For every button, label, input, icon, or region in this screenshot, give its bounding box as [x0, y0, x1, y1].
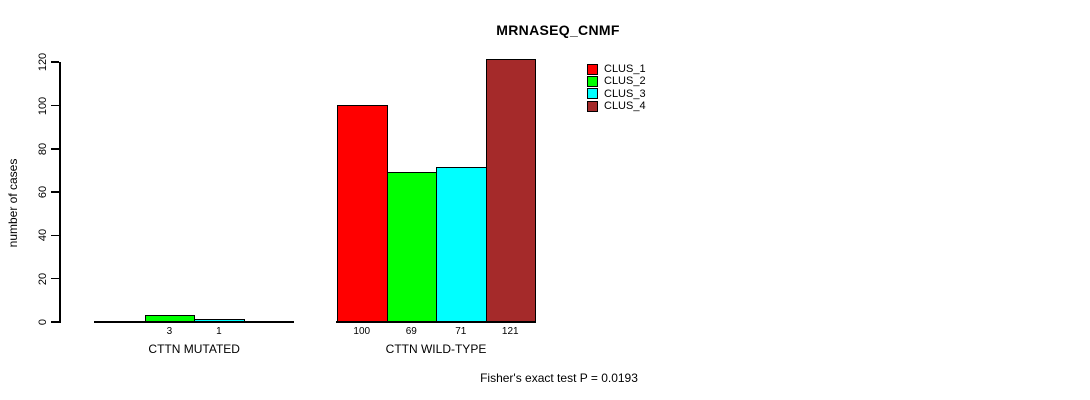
- y-tick-mark: [51, 234, 59, 237]
- legend-swatch-clus_3: [587, 88, 598, 100]
- chart-title: MRNASEQ_CNMF: [496, 22, 620, 38]
- group-label: CTTN MUTATED: [148, 342, 240, 356]
- y-tick-mark: [51, 191, 59, 193]
- bar-value-label: 121: [501, 326, 519, 337]
- y-tick-label: 20: [37, 272, 49, 285]
- y-tick-label: 0: [37, 318, 49, 326]
- legend-swatch-clus_4: [587, 100, 598, 112]
- y-tick-label: 40: [37, 229, 49, 242]
- y-tick-mark: [51, 148, 59, 150]
- y-tick-mark: [51, 104, 59, 107]
- bar-clus_3: [194, 318, 245, 322]
- bar-clus_1: [337, 104, 388, 322]
- y-tick-label: 120: [37, 53, 49, 72]
- legend-label: CLUS_2: [604, 75, 646, 88]
- y-tick-label: 100: [37, 96, 49, 115]
- bar-clus_4: [485, 59, 536, 322]
- bar-value-label: 100: [353, 326, 371, 337]
- legend-item: CLUS_1: [587, 63, 646, 75]
- bar-clus_2: [144, 314, 196, 322]
- y-tick-mark: [51, 277, 59, 280]
- y-tick-mark: [51, 61, 59, 63]
- group-label: CTTN WILD-TYPE: [385, 342, 487, 356]
- legend-item: CLUS_3: [587, 88, 646, 100]
- legend-swatch-clus_2: [587, 75, 598, 87]
- y-tick-label: 80: [37, 142, 49, 155]
- legend-label: CLUS_3: [604, 87, 646, 100]
- y-tick-label: 60: [37, 185, 49, 199]
- legend-item: CLUS_2: [587, 75, 646, 87]
- footer-annotation: Fisher's exact test P = 0.0193: [480, 371, 638, 385]
- legend-swatch-clus_1: [587, 63, 598, 75]
- y-tick-mark: [51, 321, 59, 323]
- bar-value-label: 71: [455, 326, 467, 337]
- y-axis-line: [59, 62, 61, 323]
- bar-value-label: 1: [216, 326, 222, 337]
- legend-label: CLUS_4: [604, 100, 646, 113]
- y-axis-label: number of cases: [6, 158, 20, 248]
- bar-clus_3: [436, 167, 487, 322]
- bar-value-label: 3: [166, 326, 173, 337]
- bar-value-label: 69: [405, 326, 417, 337]
- bar-clus_2: [386, 171, 437, 322]
- legend-label: CLUS_1: [604, 63, 646, 75]
- legend-item: CLUS_4: [587, 100, 646, 112]
